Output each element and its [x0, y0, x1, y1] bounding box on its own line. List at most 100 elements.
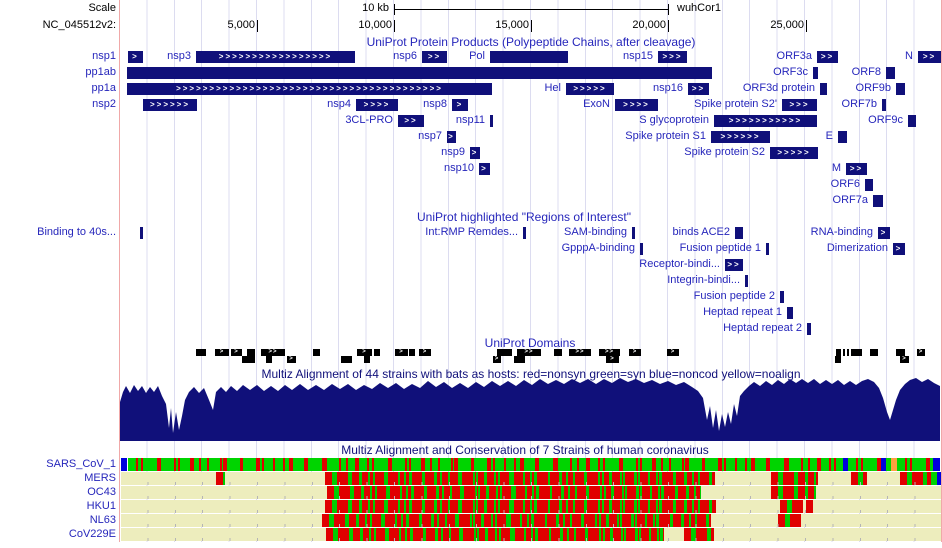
feature-label-fusion-peptide-1[interactable]: Fusion peptide 1 [679, 242, 761, 254]
feature-label-heptad-repeat-2[interactable]: Heptad repeat 2 [723, 322, 802, 334]
feature-label-nsp2[interactable]: nsp2 [92, 98, 116, 110]
domain-box[interactable] [835, 356, 841, 363]
feature-label-hel[interactable]: Hel [544, 82, 561, 94]
domain-box[interactable] [554, 349, 562, 356]
strain-label-oc43[interactable]: OC43 [87, 486, 116, 498]
feature-label-nsp7[interactable]: nsp7 [418, 130, 442, 142]
feature-box-receptor-bindi-[interactable]: >> [725, 258, 743, 271]
feature-label-nsp15[interactable]: nsp15 [623, 50, 653, 62]
feature-box-pol[interactable] [490, 50, 568, 63]
feature-label-nsp3[interactable]: nsp3 [167, 50, 191, 62]
feature-box-nsp1[interactable]: > [128, 50, 143, 63]
feature-label-binds-ace2[interactable]: binds ACE2 [672, 226, 730, 238]
feature-label-rna-binding[interactable]: RNA-binding [810, 226, 873, 238]
feature-label-spike-protein-s2[interactable]: Spike protein S2 [684, 146, 765, 158]
feature-label-spike-protein-s1[interactable]: Spike protein S1 [625, 130, 706, 142]
feature-box-gpppa-binding[interactable] [640, 242, 643, 255]
track-title-protein[interactable]: UniProt Protein Products (Polypeptide Ch… [366, 35, 696, 49]
feature-label-pol[interactable]: Pol [469, 50, 485, 62]
domain-box[interactable]: > [357, 349, 372, 356]
feature-box-sam-binding[interactable] [632, 226, 635, 239]
feature-label-nsp4[interactable]: nsp4 [327, 98, 351, 110]
ruler-tick-label[interactable]: 5,000 [227, 19, 255, 31]
domain-box[interactable] [196, 349, 206, 356]
domain-box[interactable]: > [629, 349, 641, 356]
feature-label-integrin-bindi-[interactable]: Integrin-bindi... [667, 274, 740, 286]
feature-label-sam-binding[interactable]: SAM-binding [564, 226, 627, 238]
feature-label-heptad-repeat-1[interactable]: Heptad repeat 1 [703, 306, 782, 318]
feature-box-heptad-repeat-2[interactable] [807, 322, 811, 335]
feature-label-nsp6[interactable]: nsp6 [393, 50, 417, 62]
feature-label-orf3c[interactable]: ORF3c [773, 66, 808, 78]
domain-box[interactable] [247, 349, 255, 356]
domain-box[interactable]: > [917, 349, 925, 356]
feature-label-e[interactable]: E [825, 130, 833, 142]
domain-box[interactable]: >> [599, 349, 620, 356]
domain-box[interactable]: >> [261, 349, 285, 356]
feature-box-nsp7[interactable]: > [447, 130, 456, 143]
domain-box[interactable]: > [493, 356, 501, 363]
feature-label-fusion-peptide-2[interactable]: Fusion peptide 2 [693, 290, 775, 302]
feature-label-binding-to-40s-[interactable]: Binding to 40s... [37, 226, 116, 238]
feature-label-int-rmp-remdes-[interactable]: Int:RMP Remdes... [425, 226, 518, 238]
strain-label-mers[interactable]: MERS [84, 472, 116, 484]
feature-label-gpppa-binding[interactable]: GpppA-binding [561, 242, 635, 254]
feature-box-rna-binding[interactable]: > [878, 226, 890, 239]
feature-box-binding-to-40s-[interactable] [140, 226, 143, 239]
feature-label-nsp8[interactable]: nsp8 [423, 98, 447, 110]
feature-label-nsp9[interactable]: nsp9 [441, 146, 465, 158]
feature-box-integrin-bindi-[interactable] [745, 274, 748, 287]
ruler-tick-label[interactable]: 10,000 [358, 19, 392, 31]
feature-box-orf7b[interactable] [882, 98, 886, 111]
domain-box[interactable] [497, 349, 512, 356]
feature-label-pp1a[interactable]: pp1a [91, 82, 116, 94]
track-title-multiz44[interactable]: Multiz Alignment of 44 strains with bats… [261, 367, 801, 381]
feature-label-exon[interactable]: ExoN [583, 98, 610, 110]
feature-label-orf9c[interactable]: ORF9c [868, 114, 903, 126]
feature-box-nsp3[interactable]: >>>>>>>>>>>>>>>>> [196, 50, 355, 63]
feature-label-receptor-bindi-[interactable]: Receptor-bindi... [639, 258, 720, 270]
feature-box-hel[interactable]: >>>>> [566, 82, 614, 95]
feature-box-3cl-pro[interactable]: >> [398, 114, 424, 127]
domain-box[interactable]: > [395, 349, 408, 356]
strain-label-nl63[interactable]: NL63 [89, 514, 116, 526]
feature-label-nsp1[interactable]: nsp1 [92, 50, 116, 62]
domain-box[interactable] [896, 349, 905, 356]
feature-box-nsp9[interactable]: > [470, 146, 480, 159]
feature-box-e[interactable] [838, 130, 847, 143]
domain-box[interactable] [341, 356, 352, 363]
feature-box-orf3a[interactable]: >> [817, 50, 838, 63]
feature-box-s-glycoprotein[interactable]: >>>>>>>>>>> [714, 114, 817, 127]
domain-box[interactable] [514, 356, 525, 363]
feature-box-nsp4[interactable]: >>>> [356, 98, 398, 111]
feature-box-nsp2[interactable]: >>>>>> [143, 98, 197, 111]
domain-box[interactable]: > [419, 349, 431, 356]
feature-label-orf6[interactable]: ORF6 [830, 178, 860, 190]
domain-box[interactable]: >> [517, 349, 541, 356]
feature-box-nsp16[interactable]: >> [688, 82, 709, 95]
track-title-cons7[interactable]: Multiz Alignment and Conservation of 7 S… [341, 443, 709, 457]
ruler-tick-label[interactable]: 20,000 [632, 19, 666, 31]
feature-box-orf9c[interactable] [908, 114, 916, 127]
feature-label-nsp16[interactable]: nsp16 [653, 82, 683, 94]
feature-box-exon[interactable]: >>>> [615, 98, 658, 111]
feature-label-s-glycoprotein[interactable]: S glycoprotein [639, 114, 709, 126]
domain-box[interactable] [266, 356, 272, 363]
feature-label-nsp10[interactable]: nsp10 [444, 162, 474, 174]
feature-box-m[interactable]: >> [846, 162, 867, 175]
domain-box[interactable]: > [215, 349, 229, 356]
feature-box-orf9b[interactable] [896, 82, 905, 95]
feature-box-dimerization[interactable]: > [893, 242, 905, 255]
feature-box-int-rmp-remdes-[interactable] [523, 226, 526, 239]
feature-label-n[interactable]: N [905, 50, 913, 62]
feature-label-orf7a[interactable]: ORF7a [832, 194, 868, 206]
domain-box[interactable]: > [287, 356, 296, 363]
feature-box-nsp10[interactable]: > [479, 162, 490, 175]
feature-box-orf3c[interactable] [813, 66, 818, 79]
feature-box-pp1ab[interactable] [127, 66, 712, 79]
strain-label-cov229e[interactable]: CoV229E [68, 528, 116, 540]
feature-box-fusion-peptide-1[interactable] [766, 242, 769, 255]
feature-box-pp1a[interactable]: >>>>>>>>>>>>>>>>>>>>>>>>>>>>>>>>>>>>>>>> [127, 82, 492, 95]
domain-box[interactable]: > [667, 349, 679, 356]
